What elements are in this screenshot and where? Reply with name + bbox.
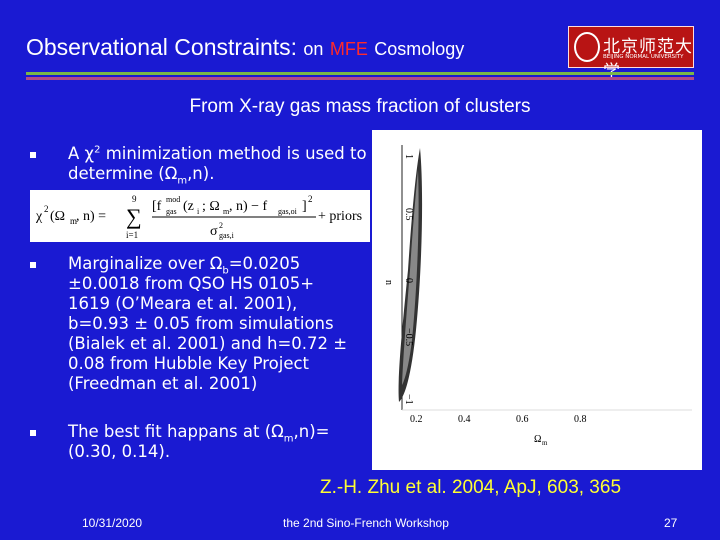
title-on: on <box>303 39 324 59</box>
text: Ω <box>164 164 178 183</box>
title-mfe: MFE <box>329 39 368 59</box>
formula-box: χ 2 (Ω m , n) = 9 ∑ i=1 [f mod gas (z i … <box>30 190 370 242</box>
f: gas,oi <box>278 207 298 216</box>
bullet-marker <box>30 430 36 436</box>
f: gas,i <box>219 231 235 240</box>
f: ] <box>302 199 307 214</box>
x-tick-label: 0.4 <box>458 414 471 425</box>
x-tick-label: 0.8 <box>574 414 587 425</box>
x-axis-label-sub: m <box>542 439 548 447</box>
f: + priors <box>318 209 362 224</box>
y-tick-label: −0.5 <box>403 328 414 346</box>
text: ,n)= (0.30, 0.14). <box>68 422 330 461</box>
bullet-marker <box>30 152 36 158</box>
citation: Z.-H. Zhu et al. 2004, ApJ, 603, 365 <box>320 477 622 498</box>
text: χ <box>84 144 95 163</box>
text: A <box>68 144 85 163</box>
y-tick-label: 1 <box>403 154 414 159</box>
subtitle: From X-ray gas mass fraction of clusters <box>189 96 531 117</box>
f: 9 <box>132 194 137 204</box>
f: ∑ <box>126 204 142 229</box>
bullet-marker <box>30 262 36 268</box>
contour-inner <box>402 170 419 385</box>
sub: m <box>283 433 294 445</box>
f: mod <box>166 195 180 204</box>
x-axis-label: Ω <box>534 434 541 445</box>
title: Observational Constraints: on MFE Cosmol… <box>26 34 464 61</box>
f: m <box>70 216 77 226</box>
text: Marginalize over <box>68 254 210 273</box>
footer-event: the 2nd Sino-French Workshop <box>283 516 449 530</box>
f: , n) − f <box>229 199 268 214</box>
y-axis-label: n <box>383 280 394 285</box>
bullet: Marginalize over Ωb=0.0205 ±0.0018 from … <box>68 254 358 394</box>
f: 2 <box>308 194 313 204</box>
plot: 1 0.5 0 −0.5 −1 n 0.2 0.4 0.6 0.8 Ω m <box>383 145 692 447</box>
text: Ω <box>271 422 284 441</box>
logo-seal <box>574 32 600 62</box>
f: σ <box>210 224 218 239</box>
formula: χ 2 (Ω m , n) = 9 ∑ i=1 [f mod gas (z i … <box>35 194 362 240</box>
f: (Ω <box>50 209 65 224</box>
plot-image: 1 0.5 0 −0.5 −1 n 0.2 0.4 0.6 0.8 Ω m <box>372 130 702 470</box>
bullet: The best fit happans at (Ωm,n)= (0.30, 0… <box>68 422 368 462</box>
y-tick-label: 0.5 <box>403 208 414 221</box>
x-tick-label: 0.6 <box>516 414 529 425</box>
sub: m <box>177 175 188 187</box>
rule-green <box>26 72 694 75</box>
x-tick-label: 0.2 <box>410 414 423 425</box>
f: 2 <box>219 221 223 230</box>
footer-page: 27 <box>664 516 678 530</box>
f: gas <box>166 207 177 216</box>
f: i <box>197 207 200 216</box>
text: The best fit happans at ( <box>68 422 272 441</box>
text: ,n). <box>187 164 215 183</box>
logo-subtext: BEIJING NORMAL UNIVERSITY <box>603 54 684 60</box>
text: minimization method is used to determine… <box>68 144 367 183</box>
f: m <box>223 207 230 216</box>
logo: 北京师范大学 BEIJING NORMAL UNIVERSITY <box>568 26 694 82</box>
sub: b <box>222 265 229 277</box>
f: (z <box>183 199 194 214</box>
f: , n) = <box>76 209 106 224</box>
text: =0.0205 ±0.0018 from QSO HS 0105+ 1619 (… <box>68 254 348 393</box>
f: 2 <box>44 204 49 214</box>
title-cosmology: Cosmology <box>374 39 465 59</box>
y-tick-label: −1 <box>403 394 414 405</box>
sup: 2 <box>94 144 101 156</box>
f: ; Ω <box>202 199 220 214</box>
title-main: Observational Constraints: <box>26 34 298 60</box>
rule-purple <box>26 77 694 80</box>
footer-date: 10/31/2020 <box>82 516 143 530</box>
f: [f <box>152 199 162 214</box>
f: i=1 <box>126 230 138 240</box>
y-tick-label: 0 <box>403 278 414 283</box>
f: χ <box>35 209 43 224</box>
text: Ω <box>209 254 223 273</box>
bullet: A χ2 minimization method is used to dete… <box>68 144 368 187</box>
